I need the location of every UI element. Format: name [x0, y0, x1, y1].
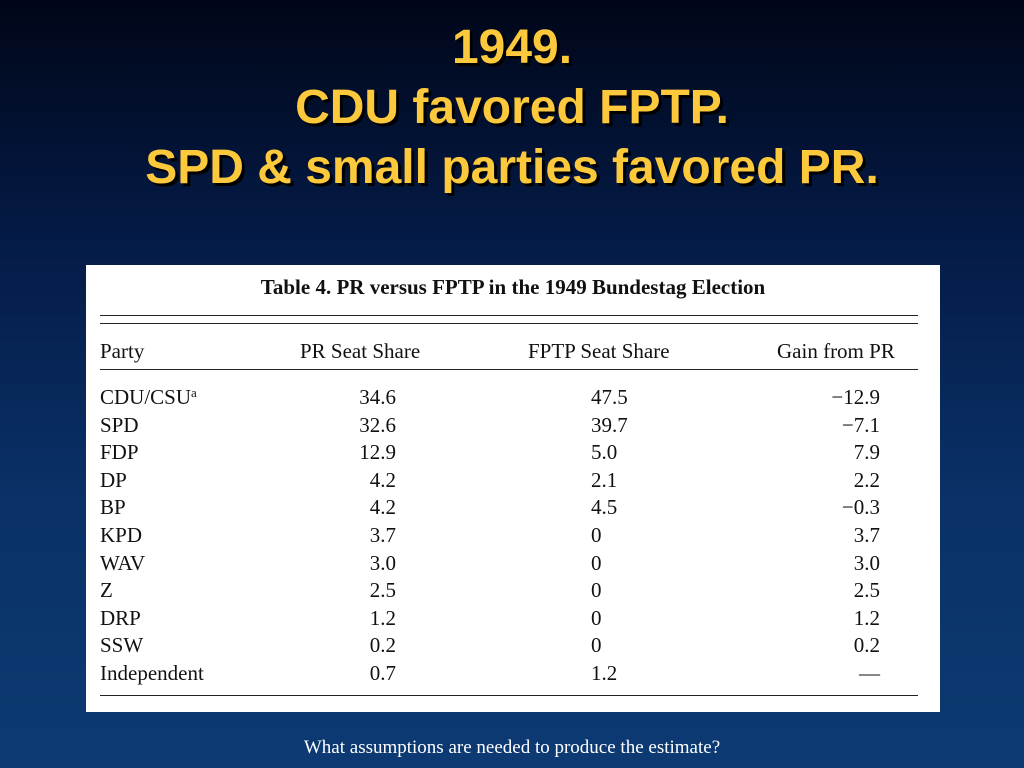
cell-pr-seat-share: 4.2: [369, 467, 396, 492]
cell-party: Z: [100, 578, 113, 603]
cell-gain-from-pr: 0.2: [853, 633, 880, 658]
cell-fptp-seat-share: 39.7: [591, 412, 628, 437]
cell-party: DRP: [100, 606, 141, 631]
cell-party-text: BP: [100, 495, 126, 520]
cell-fptp-seat-share: 0: [591, 550, 602, 575]
cell-gain-from-pr: —: [859, 661, 880, 685]
cell-party-text: Z: [100, 578, 113, 603]
cell-fptp-seat-share: 2.1: [591, 467, 618, 492]
cell-party-text: DRP: [100, 605, 141, 630]
cell-gain-from-pr: 2.5: [853, 578, 880, 603]
cell-gain-from-pr: 3.0: [853, 550, 880, 575]
cell-pr-seat-share: 4.2: [369, 495, 396, 520]
table-row: DRP 1.2 0 1.2: [86, 606, 940, 634]
table-title: Table 4. PR versus FPTP in the 1949 Bund…: [260, 275, 766, 299]
cell-pr-seat-share: 34.6: [359, 385, 396, 409]
header-gain-from-pr: Gain from PR: [777, 339, 895, 363]
cell-party: Independent: [100, 661, 204, 686]
cell-fptp-seat-share: 0: [591, 523, 602, 547]
cell-pr-seat-share: 0.7: [369, 661, 396, 685]
cell-pr-seat-share: 12.9: [359, 440, 396, 465]
table-row: CDU/CSUa 34.6 47.5 −12.9: [86, 385, 940, 413]
cell-party-footnote: a: [191, 385, 197, 400]
header-party: Party: [100, 339, 145, 363]
cell-fptp-seat-share: 1.2: [591, 661, 618, 685]
cell-pr-seat-share: 3.7: [369, 523, 396, 547]
cell-gain-from-pr: −0.3: [841, 495, 880, 520]
cell-party: SPD: [100, 413, 139, 438]
cell-gain-from-pr: −7.1: [841, 412, 880, 437]
cell-party: SSW: [100, 633, 143, 658]
cell-party: FDP: [100, 440, 139, 465]
table-image: Table 4. PR versus FPTP in the 1949 Bund…: [86, 265, 940, 712]
cell-party-text: WAV: [100, 550, 146, 575]
table-row: SSW 0.2 0 0.2: [86, 633, 940, 661]
slide-title: 1949. CDU favored FPTP. SPD & small part…: [0, 18, 1024, 198]
cell-fptp-seat-share: 0: [591, 605, 602, 630]
cell-pr-seat-share: 2.5: [369, 578, 396, 603]
cell-party-text: FDP: [100, 440, 139, 465]
cell-pr-seat-share: 0.2: [369, 633, 396, 658]
cell-fptp-seat-share: 5.0: [591, 440, 618, 465]
slide-caption: What assumptions are needed to produce t…: [303, 737, 721, 758]
table-row: DP 4.2 2.1 2.2: [86, 468, 940, 496]
cell-party: CDU/CSUa: [100, 385, 197, 410]
cell-fptp-seat-share: 4.5: [591, 495, 618, 520]
cell-party-text: KPD: [100, 523, 143, 547]
cell-party: KPD: [100, 523, 142, 548]
table-row: WAV 3.0 0 3.0: [86, 551, 940, 579]
table-row: KPD 3.7 0 3.7: [86, 523, 940, 551]
cell-party: WAV: [100, 551, 145, 576]
table-row: Z 2.5 0 2.5: [86, 578, 940, 606]
header-pr-seat-share: PR Seat Share: [300, 339, 421, 363]
cell-fptp-seat-share: 0: [591, 633, 602, 658]
cell-party-text: Independent: [100, 661, 204, 685]
table-header-rule: [100, 369, 918, 370]
header-fptp-seat-share: FPTP Seat Share: [528, 339, 670, 363]
cell-gain-from-pr: 3.7: [853, 523, 880, 547]
slide-title-line-1: 1949.: [451, 21, 573, 74]
table-top-rule-2: [100, 323, 918, 324]
table-row: FDP 12.9 5.0 7.9: [86, 440, 940, 468]
table-bottom-rule: [100, 695, 918, 696]
slide-title-line-3: SPD & small parties favored PR.: [145, 141, 879, 194]
cell-pr-seat-share: 3.0: [369, 550, 396, 575]
table-top-rule-1: [100, 315, 918, 316]
table-row: SPD 32.6 39.7 −7.1: [86, 413, 940, 441]
cell-gain-from-pr: 7.9: [853, 440, 880, 465]
cell-party-text: SSW: [100, 633, 144, 658]
cell-party-text: DP: [100, 467, 127, 492]
cell-fptp-seat-share: 47.5: [591, 385, 628, 409]
cell-party: BP: [100, 495, 126, 520]
cell-pr-seat-share: 1.2: [369, 605, 396, 630]
table-row: Independent 0.7 1.2 —: [86, 661, 940, 689]
cell-gain-from-pr: 2.2: [853, 467, 880, 492]
cell-pr-seat-share: 32.6: [359, 412, 396, 437]
table-row: BP 4.2 4.5 −0.3: [86, 495, 940, 523]
cell-party: DP: [100, 468, 127, 493]
cell-gain-from-pr: 1.2: [853, 605, 880, 630]
cell-gain-from-pr: −12.9: [831, 385, 880, 409]
slide-title-line-2: CDU favored FPTP.: [295, 81, 729, 134]
cell-party-text: SPD: [100, 412, 139, 437]
cell-fptp-seat-share: 0: [591, 578, 602, 603]
cell-party-text: CDU/CSU: [100, 385, 192, 409]
